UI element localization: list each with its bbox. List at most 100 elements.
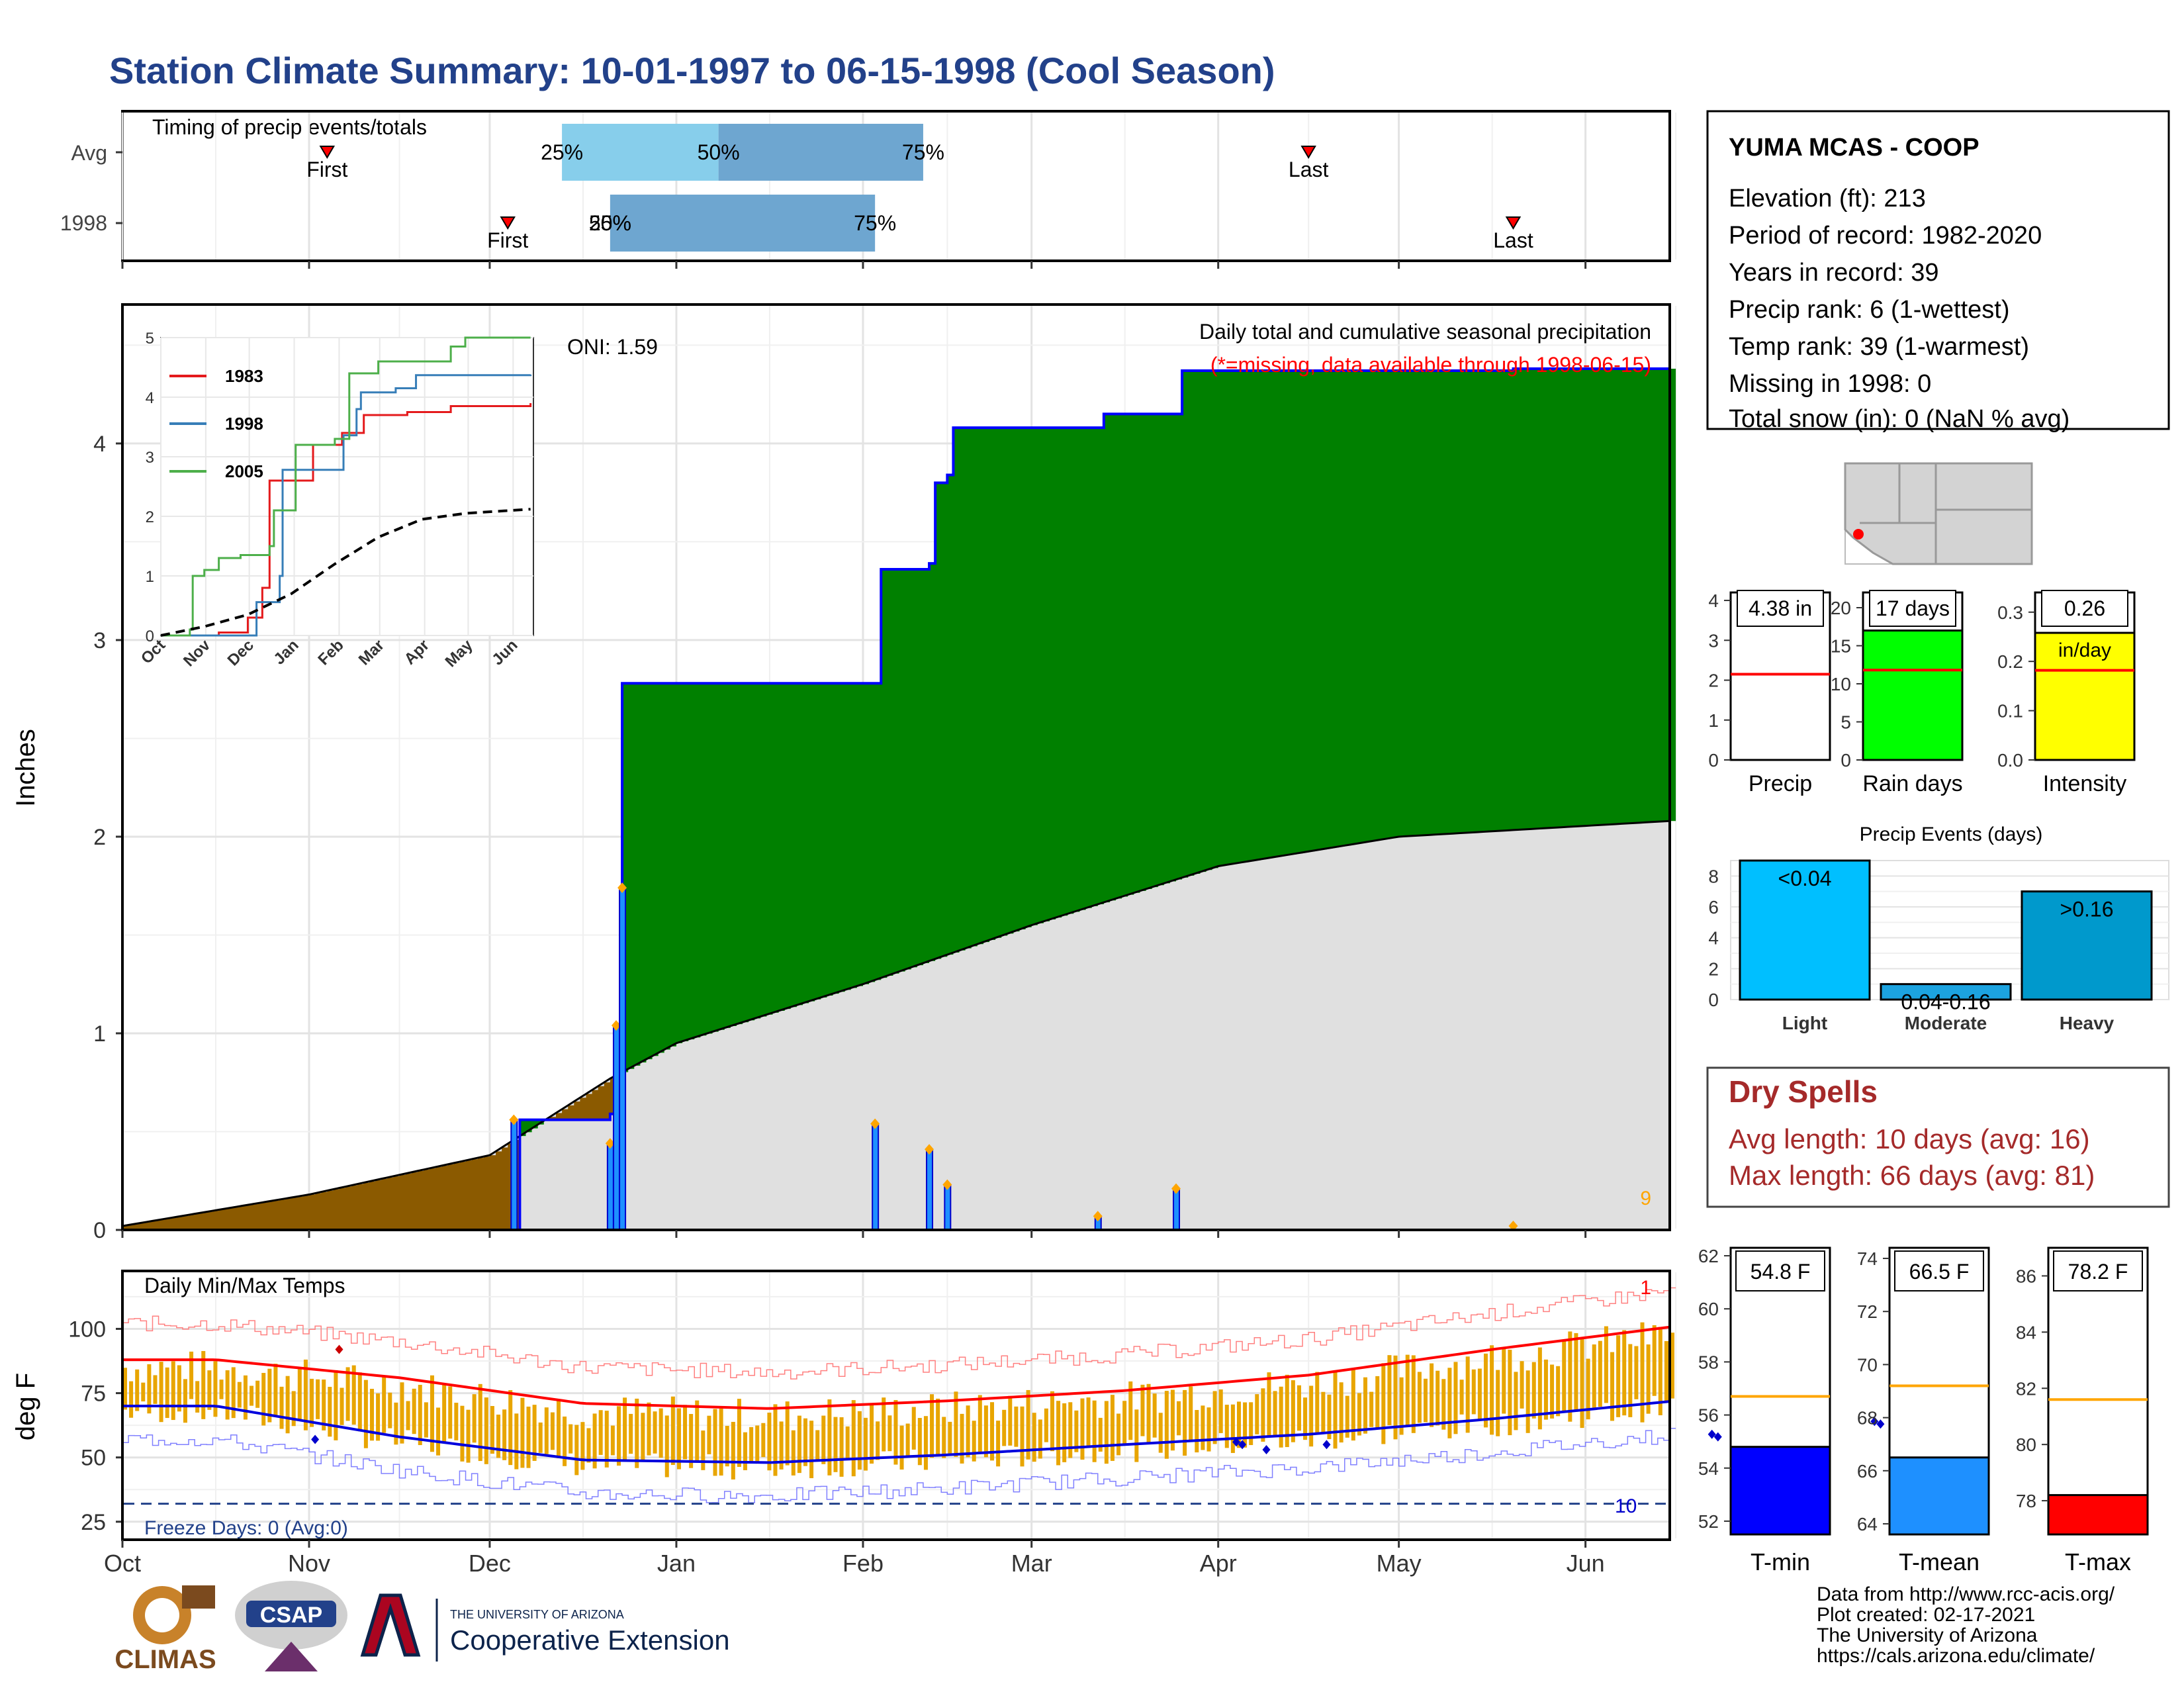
x-tick-label: Dec bbox=[469, 1550, 511, 1577]
avg-min-line bbox=[122, 1400, 1670, 1464]
daily-temp-range-bar bbox=[845, 1426, 850, 1459]
daily-temp-range-bar bbox=[1471, 1369, 1476, 1415]
dry-spells-box: Dry Spells Avg length: 10 days (avg: 16)… bbox=[1706, 1066, 2170, 1208]
daily-temp-range-bar bbox=[243, 1375, 248, 1420]
daily-temp-range-bar bbox=[261, 1373, 266, 1426]
daily-temp-range-bar bbox=[592, 1413, 597, 1469]
mini-bar-tick: 0 bbox=[1708, 750, 1719, 771]
daily-temp-range-bar bbox=[1170, 1389, 1175, 1451]
mini-bar-tick: 3 bbox=[1708, 630, 1719, 651]
dry-spells-avg: Avg length: 10 days (avg: 16) bbox=[1729, 1123, 2090, 1154]
station-line: Temp rank: 39 (1-warmest) bbox=[1729, 333, 2029, 361]
mini-bar-value-label: 17 days bbox=[1876, 596, 1950, 620]
mini-bar-tick: 0.1 bbox=[1997, 701, 2023, 722]
daily-temp-range-bar bbox=[406, 1401, 410, 1430]
daily-temp-range-bar bbox=[1628, 1344, 1633, 1417]
average-cumulative-line bbox=[122, 820, 1670, 1227]
temp-bar-label: T-max bbox=[2065, 1548, 2131, 1575]
daily-temp-range-bar bbox=[448, 1386, 453, 1439]
daily-temp-range-bar bbox=[954, 1391, 958, 1457]
daily-temp-range-bar bbox=[580, 1422, 585, 1470]
daily-temp-range-bar bbox=[1345, 1395, 1349, 1438]
daily-temp-range-bar bbox=[1201, 1405, 1205, 1450]
daily-temp-range-bar bbox=[1525, 1370, 1530, 1433]
timing-first-marker bbox=[319, 146, 336, 159]
daily-temp-range-bar bbox=[737, 1399, 741, 1467]
inset-legend-label: 2005 bbox=[225, 461, 263, 481]
daily-temp-range-bar bbox=[1592, 1344, 1596, 1408]
daily-temp-range-bar bbox=[857, 1411, 862, 1470]
daily-temp-range-bar bbox=[316, 1379, 320, 1419]
daily-temp-range-bar bbox=[791, 1430, 796, 1476]
daily-temp-range-bar bbox=[683, 1405, 688, 1460]
record-high-count: 1 bbox=[1640, 1277, 1651, 1299]
daily-temp-range-bar bbox=[1327, 1394, 1332, 1440]
daily-temp-range-bar bbox=[1537, 1347, 1542, 1430]
daily-temp-range-bar bbox=[1092, 1400, 1097, 1462]
daily-temp-range-bar bbox=[1381, 1363, 1386, 1444]
timing-p75: 75% bbox=[854, 211, 896, 235]
daily-precip-bar bbox=[1173, 1188, 1181, 1231]
daily-temp-range-bar bbox=[478, 1383, 482, 1462]
y-tick-label: 1 bbox=[93, 1021, 106, 1047]
temp-bar-tick: 80 bbox=[2016, 1434, 2036, 1455]
daily-temp-range-bar bbox=[1670, 1333, 1674, 1399]
daily-temp-range-bar bbox=[676, 1408, 681, 1470]
daily-temp-range-bar bbox=[424, 1402, 428, 1438]
precip-events-title: Precip Events (days) bbox=[1860, 823, 2043, 845]
temp-bar-tick: 74 bbox=[1857, 1248, 1878, 1269]
footer: CLIMAS CSAP THE UNIVERSITY OF ARIZONA Co… bbox=[114, 1581, 2115, 1674]
mini-bar-tick: 5 bbox=[1841, 712, 1851, 733]
daily-temp-range-bar bbox=[870, 1403, 874, 1464]
daily-temp-range-bar bbox=[664, 1415, 669, 1477]
daily-temp-range-bar bbox=[1014, 1406, 1019, 1447]
daily-temp-range-bar bbox=[1357, 1393, 1361, 1436]
daily-temp-range-bar bbox=[972, 1421, 976, 1462]
season-totals-bars: 4.38 in 0 1 2 3 4 Precip 17 days 0 5 10 15 20 Rain da… bbox=[1708, 590, 2136, 796]
record-low-marker bbox=[1262, 1445, 1271, 1455]
daily-temp-range-bar bbox=[1664, 1340, 1668, 1402]
daily-temp-range-bar bbox=[322, 1380, 326, 1430]
daily-temp-range-bar bbox=[1128, 1381, 1133, 1440]
ua-logo: THE UNIVERSITY OF ARIZONA Cooperative Ex… bbox=[360, 1593, 730, 1662]
temp-bar-label: T-min bbox=[1751, 1548, 1810, 1575]
deficit-area bbox=[122, 1078, 616, 1230]
temp-bar-tick: 56 bbox=[1698, 1405, 1719, 1426]
daily-temp-range-bar bbox=[563, 1416, 567, 1466]
daily-temp-range-bar bbox=[899, 1425, 904, 1470]
daily-temp-range-bar bbox=[1044, 1408, 1048, 1442]
daily-temp-range-bar bbox=[207, 1370, 212, 1410]
daily-temp-range-bar bbox=[610, 1425, 615, 1456]
daily-temp-range-bar bbox=[165, 1367, 169, 1419]
station-line: Years in record: 39 bbox=[1729, 259, 1939, 287]
daily-temp-range-bar bbox=[1279, 1386, 1283, 1448]
daily-temp-range-bar bbox=[472, 1394, 477, 1443]
daily-temp-range-bar bbox=[1068, 1402, 1073, 1458]
daily-temp-range-bar bbox=[129, 1381, 134, 1418]
daily-precip-bar bbox=[612, 1025, 620, 1231]
daily-precip-marker bbox=[605, 1138, 615, 1149]
daily-precip-bar bbox=[619, 887, 627, 1231]
daily-temp-range-bar bbox=[1236, 1401, 1241, 1448]
events-bar-text: <0.04 bbox=[1778, 867, 1832, 890]
record-low-marker bbox=[1707, 1429, 1716, 1439]
daily-temp-range-bar bbox=[659, 1408, 663, 1458]
daily-temp-range-bar bbox=[255, 1380, 260, 1408]
daily-temp-range-bar bbox=[1062, 1403, 1067, 1462]
daily-temp-range-bar bbox=[574, 1425, 579, 1476]
location-map bbox=[1844, 462, 2033, 565]
daily-temp-range-bar bbox=[1556, 1366, 1561, 1417]
temp-bar-tick: 66 bbox=[1857, 1461, 1878, 1481]
events-y-tick: 8 bbox=[1708, 866, 1719, 886]
csap-logo-text: CSAP bbox=[260, 1603, 322, 1628]
daily-temp-range-bar bbox=[1189, 1386, 1193, 1441]
daily-temp-range-bar bbox=[183, 1379, 187, 1423]
mini-bar-value-label: 4.38 in bbox=[1749, 596, 1812, 620]
mini-bar-label: Intensity bbox=[2043, 771, 2127, 796]
daily-temp-range-bar bbox=[1020, 1406, 1024, 1467]
y-tick-label: 75 bbox=[81, 1382, 106, 1407]
footer-line: https://cals.arizona.edu/climate/ bbox=[1817, 1645, 2095, 1667]
average-cumulative-area bbox=[122, 821, 1670, 1230]
x-tick-label: Nov bbox=[288, 1550, 330, 1577]
